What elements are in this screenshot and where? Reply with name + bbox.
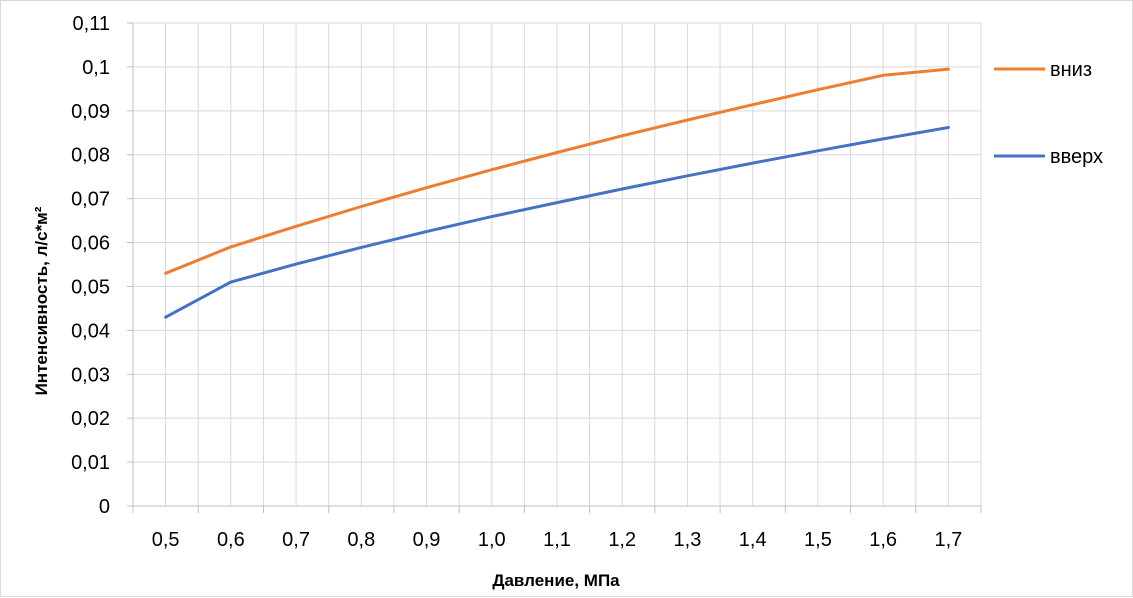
tick-labels: 0 0,01 0,02 0,03 0,04 0,05 0,06 0,07 0,08 0,09 0,1… <box>71 13 962 551</box>
series-lines <box>164 67 950 319</box>
y-tick-label: 0,06 <box>71 233 110 255</box>
x-tick-label: 1,5 <box>804 529 832 551</box>
x-tick-label: 1,0 <box>478 529 506 551</box>
y-axis-title: Интенсивность, л/с*м² <box>32 206 51 395</box>
x-tick-label: 0,7 <box>282 529 310 551</box>
x-tick-label: 1,3 <box>674 529 702 551</box>
y-tick-label: 0,02 <box>71 408 110 430</box>
y-tick-label: 0,07 <box>71 189 110 211</box>
x-tick-label: 1,6 <box>869 529 897 551</box>
y-tick-label: 0,05 <box>71 276 110 298</box>
y-tick-label: 0,04 <box>71 320 110 342</box>
legend: вниз вверх <box>994 59 1103 168</box>
x-tick-label: 1,2 <box>608 529 636 551</box>
series-line-1 <box>164 67 950 275</box>
legend-label-2: вверх <box>1050 146 1103 168</box>
y-tick-label: 0 <box>99 496 110 518</box>
x-tick-label: 0,9 <box>413 529 441 551</box>
x-tick-label: 1,1 <box>543 529 571 551</box>
x-tick-label: 0,5 <box>152 529 180 551</box>
y-tick-label: 0,01 <box>71 452 110 474</box>
y-tick-label: 0,1 <box>82 57 110 79</box>
y-tick-label: 0,11 <box>73 13 110 35</box>
x-tick-label: 0,8 <box>347 529 375 551</box>
legend-label-1: вниз <box>1050 59 1092 81</box>
x-tick-label: 1,7 <box>934 529 962 551</box>
x-tick-label: 0,6 <box>217 529 245 551</box>
x-axis-title: Давление, МПа <box>492 571 620 590</box>
x-tick-label: 1,4 <box>739 529 767 551</box>
grid <box>132 22 982 506</box>
axes <box>127 22 982 513</box>
y-tick-label: 0,08 <box>71 145 110 167</box>
y-tick-label: 0,03 <box>71 364 110 386</box>
y-tick-label: 0,09 <box>71 101 110 123</box>
series-line-2 <box>164 126 950 319</box>
